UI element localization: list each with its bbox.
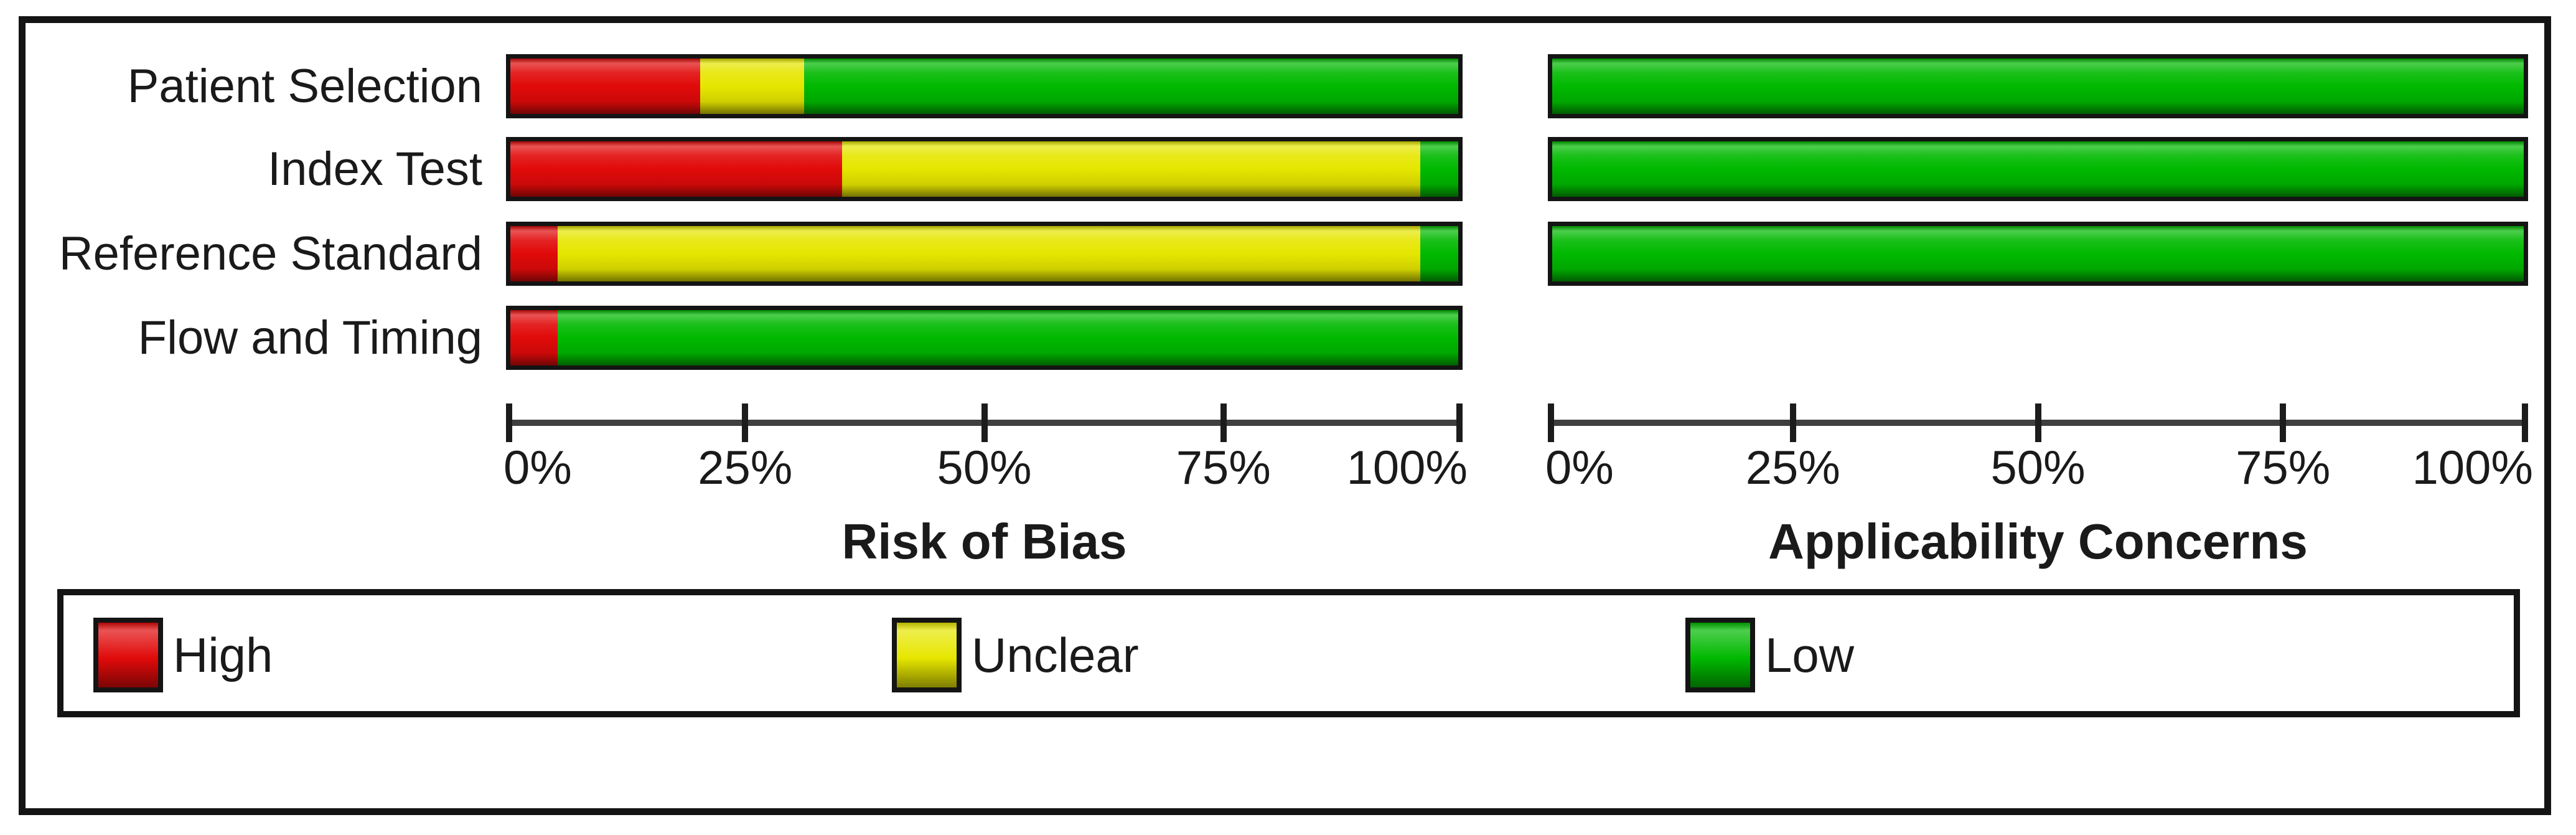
axis-title-risk-of-bias: Risk of Bias — [841, 514, 1127, 569]
segment-high — [510, 310, 558, 366]
segment-unclear — [842, 141, 1421, 197]
axis-tick — [1789, 403, 1796, 442]
low-color-swatch — [1685, 618, 1755, 692]
segment-low — [558, 310, 1458, 366]
tick-label: 25% — [698, 441, 793, 494]
bar-flow-and-timing — [506, 306, 1463, 370]
segment-high — [510, 59, 700, 114]
applicability-concerns-bar-panel — [1548, 54, 2528, 378]
bar-index-test — [506, 137, 1463, 201]
segment-low — [1420, 226, 1458, 281]
unclear-color-swatch — [892, 618, 962, 692]
legend-item-unclear: Unclear — [892, 618, 1139, 692]
segment-low — [1552, 226, 2524, 281]
tick-label: 75% — [1176, 441, 1271, 494]
segment-unclear — [558, 226, 1421, 281]
figure-border — [19, 16, 2551, 815]
tick-label: 100% — [1346, 441, 1468, 494]
high-color-swatch — [93, 618, 163, 692]
axis-tick — [1220, 403, 1227, 442]
legend-label-low: Low — [1765, 628, 1855, 682]
tick-label: 25% — [1745, 441, 1840, 494]
axis-tick — [506, 403, 512, 442]
category-label-reference-standard: Reference Standard — [59, 227, 482, 280]
legend-item-high: High — [93, 618, 273, 692]
segment-low — [1420, 141, 1458, 197]
applicability-concerns-axis: 0% 25% 50% 75% 100% Applicability Concer… — [1545, 403, 2533, 609]
tick-label: 75% — [2236, 441, 2331, 494]
axis-tick — [1548, 403, 1554, 442]
axis-tick — [2522, 403, 2528, 442]
legend-label-high: High — [173, 628, 273, 682]
bar-index-test — [1548, 137, 2528, 201]
bar-patient-selection — [506, 54, 1463, 118]
axis-tick — [1456, 403, 1463, 442]
segment-high — [510, 226, 558, 281]
segment-low — [1552, 59, 2524, 114]
segment-low — [1552, 141, 2524, 197]
tick-label: 50% — [937, 441, 1032, 494]
legend-box: High Unclear Low — [57, 589, 2520, 717]
tick-label: 0% — [503, 441, 572, 494]
category-label-patient-selection: Patient Selection — [127, 60, 482, 113]
legend-label-unclear: Unclear — [972, 628, 1139, 682]
segment-low — [804, 59, 1458, 114]
category-label-index-test: Index Test — [267, 143, 482, 196]
bar-patient-selection — [1548, 54, 2528, 118]
axis-tick — [2280, 403, 2287, 442]
risk-of-bias-axis: 0% 25% 50% 75% 100% Risk of Bias — [503, 403, 1468, 609]
tick-label: 0% — [1545, 441, 1614, 494]
category-label-flow-and-timing: Flow and Timing — [138, 311, 482, 364]
bar-reference-standard — [506, 222, 1463, 286]
axis-tick — [742, 403, 749, 442]
legend-item-low: Low — [1685, 618, 1854, 692]
bar-reference-standard — [1548, 222, 2528, 286]
axis-tick — [981, 403, 988, 442]
tick-label: 100% — [2412, 441, 2533, 494]
segment-unclear — [700, 59, 805, 114]
axis-title-applicability-concerns: Applicability Concerns — [1768, 514, 2308, 569]
axis-tick — [2035, 403, 2041, 442]
tick-label: 50% — [1990, 441, 2086, 494]
risk-of-bias-bar-panel — [506, 54, 1463, 378]
segment-high — [510, 141, 843, 197]
